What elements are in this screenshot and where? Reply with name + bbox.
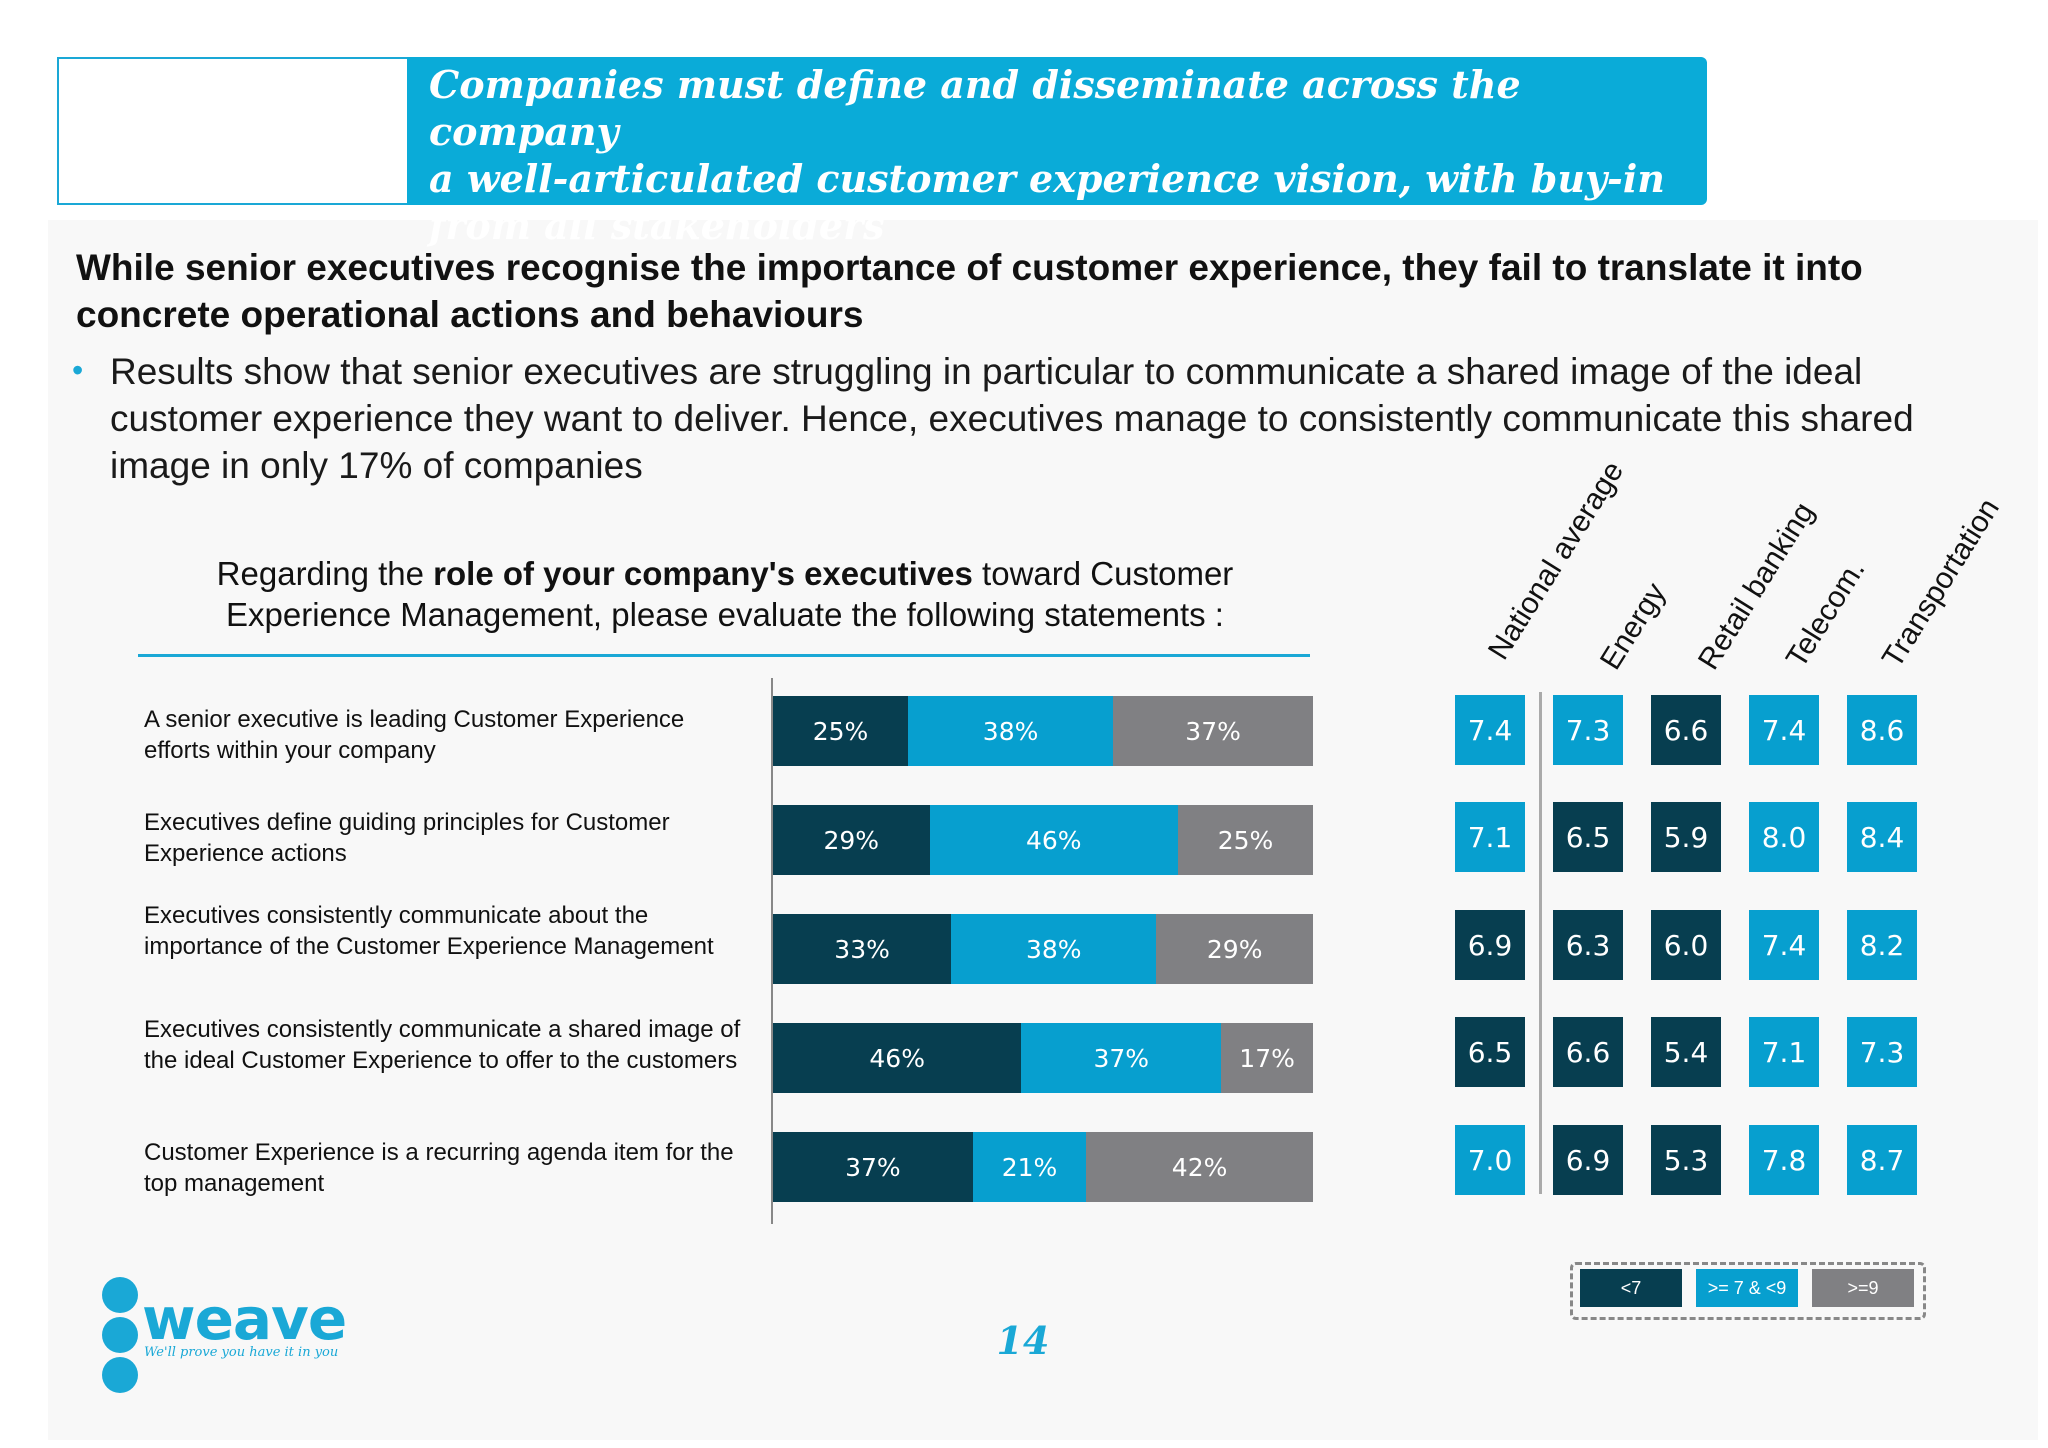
- heatmap-cell: 7.3: [1553, 695, 1623, 765]
- heatmap-cell: 8.6: [1847, 695, 1917, 765]
- heatmap-cell: 7.4: [1455, 695, 1525, 765]
- question-pre: Regarding the: [216, 555, 434, 592]
- question-post: toward Customer Experience Management, p…: [226, 555, 1234, 633]
- question-divider: [138, 654, 1310, 657]
- heatmap-cell: 8.4: [1847, 802, 1917, 872]
- heatmap-cell: 6.5: [1553, 802, 1623, 872]
- bar-row: 25% 38% 37%: [773, 696, 1313, 766]
- heatmap-cell: 6.3: [1553, 910, 1623, 980]
- statement-label: Executives consistently communicate abou…: [144, 902, 714, 960]
- bar-segment: 29%: [773, 805, 930, 875]
- logo-tagline: We'll prove you have it in you: [144, 1345, 339, 1360]
- heatmap-cell: 7.1: [1455, 802, 1525, 872]
- heatmap-cell: 6.0: [1651, 910, 1721, 980]
- heatmap-cell: 7.0: [1455, 1125, 1525, 1195]
- header-line-3: from all stakeholders: [429, 203, 885, 248]
- heatmap-cell: 6.5: [1455, 1017, 1525, 1087]
- bar-segment: 38%: [908, 696, 1114, 766]
- bar-row: 29% 46% 25%: [773, 805, 1313, 875]
- heatmap-cell: 5.9: [1651, 802, 1721, 872]
- bar-segment: 29%: [1156, 914, 1313, 984]
- bar-segment: 42%: [1086, 1132, 1313, 1202]
- logo-dot: [102, 1357, 138, 1393]
- logo-wordmark: weave: [142, 1285, 347, 1353]
- bullet-icon: •: [72, 352, 84, 388]
- header-title-box: Companies must define and disseminate ac…: [407, 57, 1707, 248]
- statement-label: Executives consistently communicate a sh…: [144, 1016, 741, 1074]
- bar-segment: 21%: [972, 1132, 1087, 1202]
- heatmap-cell: 8.7: [1847, 1125, 1917, 1195]
- question-bold: role of your company's executives: [433, 555, 973, 592]
- slide-subtitle: While senior executives recognise the im…: [76, 247, 1863, 335]
- heatmap-cell: 7.8: [1749, 1125, 1819, 1195]
- header-blank-box: [57, 57, 409, 205]
- heatmap-cell: 6.6: [1553, 1017, 1623, 1087]
- bar-segment: 25%: [1178, 805, 1313, 875]
- logo-dot: [102, 1317, 138, 1353]
- legend-item-low: <7: [1580, 1269, 1682, 1307]
- legend-item-high: >=9: [1812, 1269, 1914, 1307]
- bar-segment: 37%: [1021, 1023, 1222, 1093]
- bullet-text: Results show that senior executives are …: [110, 351, 1914, 486]
- heatmap-cell: 6.9: [1455, 910, 1525, 980]
- header-banner: Companies must define and disseminate ac…: [57, 57, 1707, 248]
- heatmap-cell: 8.0: [1749, 802, 1819, 872]
- legend: [1570, 1262, 1926, 1320]
- heatmap-cell: 7.4: [1749, 910, 1819, 980]
- heatmap-cell: 7.4: [1749, 695, 1819, 765]
- heatmap-cell: 6.9: [1553, 1125, 1623, 1195]
- header-line-1: Companies must define and disseminate ac…: [429, 62, 1521, 154]
- logo-dot: [102, 1277, 138, 1313]
- statement-label: A senior executive is leading Customer E…: [144, 706, 685, 764]
- heatmap-divider: [1539, 692, 1542, 1194]
- bar-segment: 25%: [773, 696, 908, 766]
- bar-segment: 17%: [1221, 1023, 1313, 1093]
- heatmap-cell: 7.1: [1749, 1017, 1819, 1087]
- page-number: 14: [996, 1318, 1050, 1363]
- bar-row: 37% 21% 42%: [773, 1132, 1313, 1202]
- bar-segment: 33%: [773, 914, 952, 984]
- legend-item-mid: >= 7 & <9: [1696, 1269, 1798, 1307]
- heatmap-cell: 5.4: [1651, 1017, 1721, 1087]
- weave-logo: weave We'll prove you have it in you: [100, 1275, 360, 1395]
- header-line-2: a well-articulated customer experience v…: [429, 156, 1665, 201]
- bar-chart-axis: [771, 678, 773, 1224]
- statement-label: Customer Experience is a recurring agend…: [144, 1139, 734, 1197]
- bar-segment: 38%: [951, 914, 1157, 984]
- bar-segment: 37%: [1113, 696, 1313, 766]
- bar-row: 33% 38% 29%: [773, 914, 1313, 984]
- heatmap-cell: 5.3: [1651, 1125, 1721, 1195]
- statement-label: Executives define guiding principles for…: [144, 809, 670, 867]
- bar-segment: 46%: [929, 805, 1178, 875]
- heatmap-cell: 7.3: [1847, 1017, 1917, 1087]
- bar-segment: 37%: [773, 1132, 973, 1202]
- heatmap-cell: 8.2: [1847, 910, 1917, 980]
- bar-row: 46% 37% 17%: [773, 1023, 1313, 1093]
- bar-segment: 46%: [773, 1023, 1022, 1093]
- survey-question: Regarding the role of your company's exe…: [140, 553, 1310, 635]
- heatmap-cell: 6.6: [1651, 695, 1721, 765]
- header-title: Companies must define and disseminate ac…: [429, 61, 1699, 249]
